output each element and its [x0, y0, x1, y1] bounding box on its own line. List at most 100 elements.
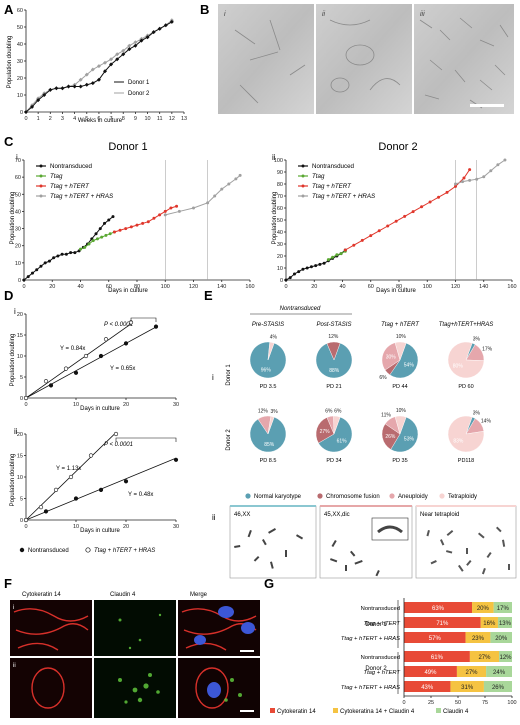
- pie-pd-label: PD 3.5: [260, 384, 277, 390]
- panel-c-legend-label: Nontransduced: [312, 163, 355, 170]
- panel-g-bar-label: 20%: [495, 636, 508, 642]
- panel-e-roman-i: i: [212, 373, 214, 382]
- panel-c-2-series-0-point: [297, 270, 301, 274]
- panel-a-x-tick-label: 6: [97, 116, 100, 122]
- pie-slice: [249, 416, 287, 453]
- panel-f-roman-ii: ii: [13, 663, 16, 669]
- donor1-series-point: [157, 26, 162, 31]
- panel-c-2-y-tick-label: 90: [277, 170, 283, 176]
- panel-c-1-series-2-point: [158, 213, 162, 217]
- panel-a-x-tick-label: 12: [169, 116, 175, 122]
- panel-c-1-series-1-point: [91, 239, 95, 243]
- panel-c-2-series-0-point: [288, 276, 292, 280]
- panel-g-legend-ck14: Cytokeratin 14: [277, 709, 316, 715]
- panel-c-2-x-tick-label: 120: [451, 284, 460, 290]
- panel-a-y-tick-label: 40: [17, 42, 23, 48]
- pie-pd-label: PD 21: [326, 384, 341, 390]
- panel-c-2-y-tick-label: 100: [274, 158, 283, 164]
- panel-c-1-x-tick-label: 160: [245, 284, 254, 290]
- panel-g-legend-ck14-swatch: [270, 708, 275, 713]
- pie-pd-label: PD 60: [458, 384, 473, 390]
- scale-bar: [470, 104, 504, 107]
- panel-d-eq-2a: Y = 1.13x: [56, 466, 81, 472]
- panel-c-1-series-0-point: [43, 261, 47, 265]
- legend-normal-label: Normal karyotype: [254, 494, 302, 500]
- legend-normal-swatch: [245, 493, 251, 499]
- panel-d-point: [173, 457, 179, 462]
- panel-g-bar-segment: [497, 617, 512, 628]
- panel-c-legend-marker: [301, 194, 305, 198]
- panel-c-2-series-0-point: [309, 265, 313, 269]
- panel-d-2-y-tick-label: 20: [17, 432, 23, 438]
- panel-c-1-series-0-point: [111, 215, 115, 219]
- panel-a-x-tick-label: 2: [49, 116, 52, 122]
- panel-c-2-series-2-point: [445, 190, 449, 194]
- panel-c-legend-marker: [39, 194, 43, 198]
- panel-c-1-x-tick-label: 20: [49, 284, 55, 290]
- pie-label: 3%: [270, 409, 278, 415]
- donor1-series-point: [121, 52, 126, 57]
- panel-c-1-y-tick-label: 50: [15, 192, 21, 198]
- pie-label: 10%: [396, 334, 407, 340]
- panel-c-1-series-1-point: [104, 233, 108, 237]
- pie-label: 27%: [320, 429, 331, 435]
- panel-c-1-series-3-point: [213, 194, 217, 198]
- panel-g-donor2: Donor 2: [365, 666, 387, 672]
- panel-c-2-x-tick-label: 0: [284, 284, 287, 290]
- panel-d-1-y-tick-label: 20: [17, 312, 23, 318]
- panel-d-1-y-tick-label: 0: [20, 396, 23, 402]
- donor1-series-point: [90, 81, 95, 86]
- panel-g-bar-segment: [472, 602, 494, 613]
- panel-d-2-y-tick-label: 0: [20, 518, 23, 524]
- panel-f-label-claudin4: Claudin 4: [110, 592, 136, 598]
- donor1-series-point: [103, 69, 107, 74]
- panel-d-point: [83, 353, 89, 359]
- panel-f-fluorescence: Cytokeratin 14 Claudin 4 Merge i ii: [10, 592, 260, 718]
- panel-d-2-x-tick-label: 20: [123, 524, 129, 530]
- panel-d-point: [43, 379, 49, 384]
- panel-c-1-series-1-point: [100, 235, 104, 239]
- panel-g-x-tick-label: 0: [402, 700, 405, 706]
- donor2-series-point: [115, 52, 120, 57]
- panel-c-2-x-tick-label: 20: [311, 284, 317, 290]
- panel-c-2-x-tick-label: 100: [423, 284, 432, 290]
- panel-c-roman-i: i: [16, 153, 18, 162]
- panel-c-2-series-3-point: [468, 178, 472, 182]
- pie-label: 53%: [404, 436, 415, 442]
- panel-c-1-series-0-point: [52, 256, 56, 260]
- panel-g-legend-both-swatch: [333, 708, 338, 713]
- panel-d-2-x-tick-label: 0: [24, 524, 27, 530]
- panel-c-1-series-2-point: [163, 209, 167, 213]
- panel-d-point: [38, 505, 44, 510]
- panel-d-fit-line: [25, 323, 132, 399]
- panel-g-bar-segment: [404, 666, 457, 677]
- panel-c-1-series-0-point: [26, 275, 30, 279]
- panel-f-label-ck14: Cytokeratin 14: [22, 592, 61, 598]
- panel-a-x-tick-label: 5: [85, 116, 88, 122]
- panel-d-eq-1b: Y = 0.65x: [110, 366, 135, 372]
- pie-slice: [447, 341, 485, 379]
- panel-d-significance-bracket: [115, 437, 177, 442]
- pie-pd-label: PD 35: [392, 458, 407, 464]
- panel-g-bar-label: 17%: [497, 606, 510, 612]
- panel-c-title-donor2: Donor 2: [378, 141, 417, 153]
- donor1-series-point: [60, 86, 65, 91]
- panel-c-2-series-2-point: [352, 243, 356, 247]
- panel-a-chart: Weeks in culture Population doubling Don…: [7, 8, 187, 124]
- donor1-series-point: [78, 84, 83, 89]
- panel-c-2-series-1-point: [339, 252, 343, 256]
- panel-letter-g: G: [264, 576, 274, 591]
- panel-c-2-series-2-point: [403, 214, 407, 218]
- panel-c-1-series-0-point: [94, 232, 98, 236]
- panel-c-1-series-3-point: [220, 187, 224, 191]
- pie-slice: [390, 416, 419, 453]
- panel-c-1-series-0-point: [60, 252, 64, 256]
- panel-e-row-donor1: Donor 1: [226, 364, 232, 386]
- panel-g-legend-cl4-swatch: [436, 708, 441, 713]
- donor1-series-point: [139, 38, 144, 43]
- panel-c-2-x-tick-label: 40: [339, 284, 345, 290]
- panel-g-legend-cl4: Claudin 4: [443, 709, 469, 715]
- panel-c-legend-label: Ttag + hTERT + HRAS: [50, 193, 114, 200]
- panel-e-karyotypes: i ii Nontransduced Pre-STASIS Post-STASI…: [212, 306, 517, 579]
